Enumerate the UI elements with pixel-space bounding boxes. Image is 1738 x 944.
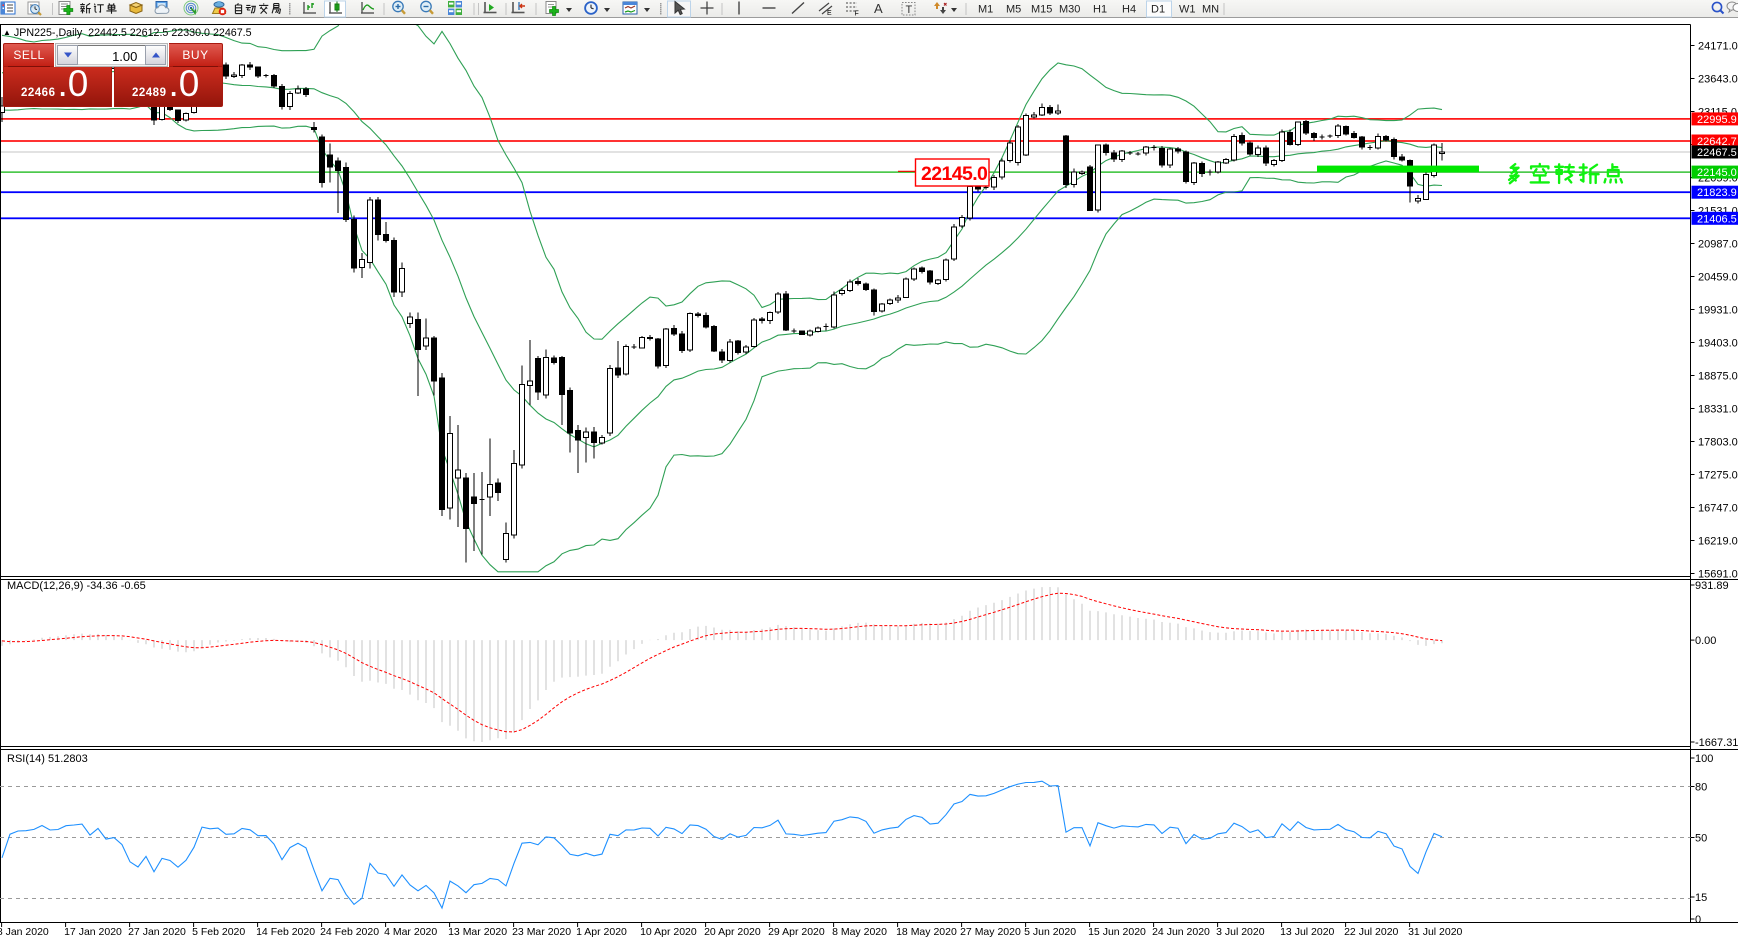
svg-text:21823.9: 21823.9 [1697, 187, 1737, 199]
svg-text:16219.0: 16219.0 [1698, 536, 1738, 548]
svg-text:W1: W1 [1179, 4, 1196, 16]
svg-text:M15: M15 [1031, 4, 1052, 16]
svg-text:24171.0: 24171.0 [1698, 41, 1738, 53]
svg-text:1 Apr 2020: 1 Apr 2020 [576, 926, 627, 938]
svg-text:D1: D1 [1151, 4, 1165, 16]
svg-text:80: 80 [1695, 782, 1707, 794]
svg-text:22995.9: 22995.9 [1697, 114, 1737, 126]
svg-text:22145.0: 22145.0 [921, 163, 988, 185]
svg-text:23 Mar 2020: 23 Mar 2020 [512, 926, 571, 938]
svg-text:0: 0 [1695, 914, 1701, 926]
svg-text:24 Jun 2020: 24 Jun 2020 [1152, 926, 1210, 938]
svg-text:50: 50 [1695, 833, 1707, 845]
svg-text:22467.5: 22467.5 [1697, 147, 1737, 159]
svg-text:10 Apr 2020: 10 Apr 2020 [640, 926, 697, 938]
svg-text:4 Mar 2020: 4 Mar 2020 [384, 926, 437, 938]
svg-text:18875.0: 18875.0 [1698, 371, 1738, 383]
svg-text:5 Jun 2020: 5 Jun 2020 [1024, 926, 1076, 938]
svg-text:14 Feb 2020: 14 Feb 2020 [256, 926, 315, 938]
svg-text:E: E [827, 10, 832, 17]
svg-text:27 Jan 2020: 27 Jan 2020 [128, 926, 186, 938]
svg-text:M5: M5 [1006, 4, 1021, 16]
svg-text:31 Jul 2020: 31 Jul 2020 [1408, 926, 1462, 938]
svg-text:A: A [874, 1, 883, 16]
svg-text:23643.0: 23643.0 [1698, 74, 1738, 86]
svg-text:MACD(12,26,9) -34.36 -0.65: MACD(12,26,9) -34.36 -0.65 [7, 580, 146, 592]
svg-text:20987.0: 20987.0 [1698, 239, 1738, 251]
svg-text:MN: MN [1202, 4, 1219, 16]
svg-text:15: 15 [1695, 892, 1707, 904]
svg-text:27 May 2020: 27 May 2020 [960, 926, 1021, 938]
svg-text:13 Jul 2020: 13 Jul 2020 [1280, 926, 1334, 938]
svg-text:21406.5: 21406.5 [1697, 213, 1737, 225]
svg-text:17803.0: 17803.0 [1698, 437, 1738, 449]
svg-text:8 May 2020: 8 May 2020 [832, 926, 887, 938]
svg-text:17275.0: 17275.0 [1698, 470, 1738, 482]
svg-text:20459.0: 20459.0 [1698, 272, 1738, 284]
svg-text:29 Apr 2020: 29 Apr 2020 [768, 926, 825, 938]
svg-text:18331.0: 18331.0 [1698, 404, 1738, 416]
svg-text:17 Jan 2020: 17 Jan 2020 [64, 926, 122, 938]
svg-text:19931.0: 19931.0 [1698, 305, 1738, 317]
svg-text:20 Apr 2020: 20 Apr 2020 [704, 926, 761, 938]
svg-text:H4: H4 [1122, 4, 1136, 16]
svg-text:F: F [855, 11, 859, 18]
svg-text:15 Jun 2020: 15 Jun 2020 [1088, 926, 1146, 938]
svg-text:19403.0: 19403.0 [1698, 338, 1738, 350]
svg-text:3 Jul 2020: 3 Jul 2020 [1216, 926, 1265, 938]
svg-text:T: T [906, 4, 913, 16]
svg-text:18 May 2020: 18 May 2020 [896, 926, 957, 938]
svg-text:5 Feb 2020: 5 Feb 2020 [192, 926, 245, 938]
svg-text:24 Feb 2020: 24 Feb 2020 [320, 926, 379, 938]
svg-text:13 Mar 2020: 13 Mar 2020 [448, 926, 507, 938]
svg-text:22 Jul 2020: 22 Jul 2020 [1344, 926, 1398, 938]
svg-text:100: 100 [1695, 753, 1713, 765]
svg-text:-1667.31: -1667.31 [1695, 737, 1738, 749]
svg-text:22145.0: 22145.0 [1697, 167, 1737, 179]
svg-text:8 Jan 2020: 8 Jan 2020 [0, 926, 49, 938]
svg-text:M30: M30 [1059, 4, 1080, 16]
svg-text:931.89: 931.89 [1695, 580, 1729, 592]
svg-text:22642.7: 22642.7 [1697, 136, 1737, 148]
svg-text:M1: M1 [978, 4, 993, 16]
svg-text:15691.0: 15691.0 [1698, 569, 1738, 581]
svg-text:0.00: 0.00 [1695, 635, 1716, 647]
svg-text:H1: H1 [1093, 4, 1107, 16]
svg-text:16747.0: 16747.0 [1698, 503, 1738, 515]
svg-text:RSI(14) 51.2803: RSI(14) 51.2803 [7, 753, 88, 765]
